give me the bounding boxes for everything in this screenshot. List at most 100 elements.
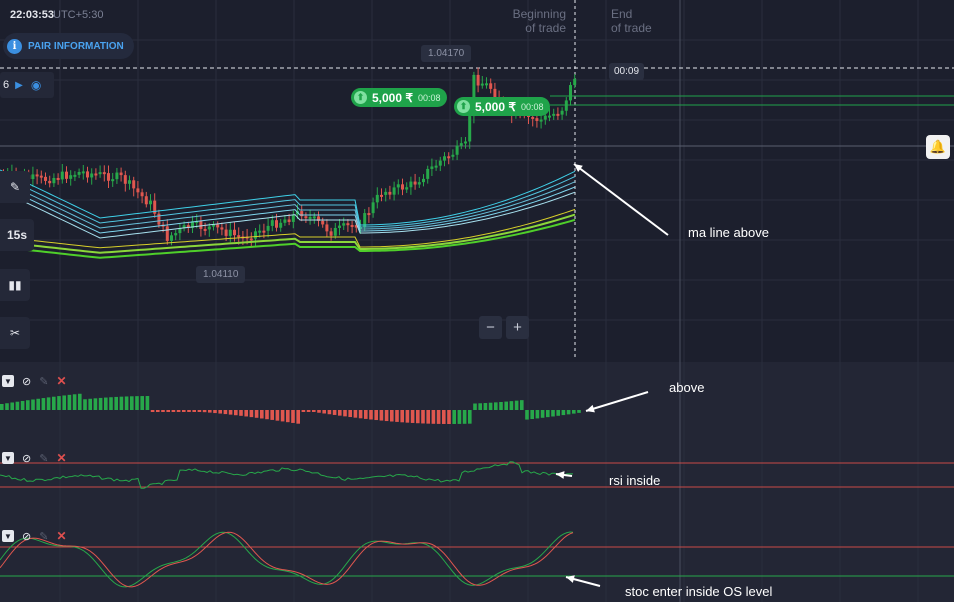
arrow-up-icon: ⬆: [354, 91, 367, 104]
macd-bar: [93, 398, 98, 410]
macd-bar: [400, 410, 404, 423]
candle: [354, 225, 358, 228]
macd-bar: [78, 393, 82, 410]
candle: [254, 231, 257, 239]
candle: [237, 235, 241, 238]
macd-bar: [395, 410, 399, 422]
chevron-down-icon[interactable]: ▼: [2, 452, 14, 464]
stoch-k-line: [0, 531, 574, 588]
close-icon[interactable]: ✕: [56, 529, 67, 543]
pencil-icon[interactable]: ✎: [39, 530, 49, 543]
candle: [73, 174, 77, 177]
candle: [144, 196, 148, 205]
macd-bar: [322, 410, 326, 414]
macd-bar: [98, 397, 103, 410]
ma-line: [0, 174, 576, 228]
end-of-trade-label: End of trade: [611, 7, 652, 35]
candle: [468, 116, 472, 142]
candle: [111, 179, 115, 182]
macd-bar: [156, 410, 160, 412]
interval-button[interactable]: 15s: [0, 219, 34, 251]
candle: [371, 202, 375, 214]
indicators-button[interactable]: ✂: [0, 317, 30, 349]
candle: [459, 143, 463, 146]
candle: [321, 220, 325, 225]
macd-bar: [192, 410, 196, 412]
candle: [136, 188, 140, 193]
candle: [342, 223, 346, 226]
macd-bar: [509, 401, 514, 410]
candle: [325, 224, 329, 232]
candle: [472, 74, 476, 117]
candle: [451, 154, 455, 157]
macd-bar: [213, 410, 217, 414]
trade-badge[interactable]: ⬆ 5,000 ₹ 00:08: [454, 97, 550, 116]
close-icon[interactable]: ✕: [56, 451, 67, 465]
candle: [447, 156, 451, 159]
macd-bar: [525, 410, 529, 420]
macd-bar: [260, 410, 264, 419]
eye-off-icon[interactable]: ⊘: [22, 375, 32, 388]
candle: [443, 156, 446, 161]
alert-button[interactable]: 🔔: [926, 135, 950, 159]
candle: [346, 223, 350, 226]
candle: [426, 168, 430, 179]
candle: [569, 85, 572, 101]
chevron-down-icon[interactable]: ▼: [2, 375, 14, 387]
macd-bar: [46, 397, 51, 410]
zoom-in-button[interactable]: +: [506, 316, 529, 339]
zoom-out-button[interactable]: −: [479, 316, 502, 339]
candle: [203, 228, 207, 231]
macd-bar: [374, 410, 378, 421]
candle: [539, 119, 543, 122]
pencil-icon[interactable]: ✎: [39, 375, 49, 388]
chevron-down-icon[interactable]: ▼: [2, 530, 14, 542]
macd-bar: [348, 410, 352, 418]
candle: [401, 184, 404, 190]
chart-type-button[interactable]: ▮▮: [0, 269, 30, 301]
pencil-icon: ✎: [9, 180, 21, 194]
timeframe-control[interactable]: 6 ▶ ◉: [0, 72, 54, 98]
eye-off-icon[interactable]: ⊘: [22, 452, 32, 465]
eye-off-icon[interactable]: ⊘: [22, 530, 32, 543]
macd-bar: [72, 394, 77, 410]
candle: [199, 220, 203, 229]
draw-tool-button[interactable]: ✎: [0, 171, 30, 203]
pair-information-button[interactable]: i PAIR INFORMATION: [3, 33, 134, 59]
candle: [233, 229, 236, 236]
candle: [48, 180, 52, 184]
beginning-of-trade-label: Beginning of trade: [500, 7, 566, 35]
candle: [388, 191, 392, 195]
arrow-up-icon: ⬆: [457, 100, 470, 113]
macd-bar: [135, 396, 139, 410]
macd-bar: [452, 410, 456, 424]
macd-bar: [577, 410, 581, 413]
beginning-line-2: of trade: [525, 21, 566, 35]
eye-icon[interactable]: ◉: [30, 78, 42, 92]
candle: [77, 171, 81, 175]
bell-icon: 🔔: [929, 139, 947, 154]
macd-bar: [468, 410, 472, 424]
macd-bar: [265, 410, 269, 420]
pencil-icon[interactable]: ✎: [39, 452, 49, 465]
macd-bar: [431, 410, 436, 424]
macd-bar: [280, 410, 285, 422]
trade-badge[interactable]: ⬆ 5,000 ₹ 00:08: [351, 88, 447, 107]
play-icon[interactable]: ▶: [15, 79, 23, 91]
macd-bar: [327, 410, 332, 415]
close-icon[interactable]: ✕: [56, 374, 67, 388]
macd-bar: [218, 410, 222, 414]
macd-bar: [41, 398, 46, 410]
macd-bar: [436, 410, 441, 424]
macd-bar: [109, 397, 113, 410]
main-panel: [0, 0, 954, 360]
candle: [249, 238, 253, 241]
macd-bar: [0, 404, 4, 410]
macd-bar: [421, 410, 425, 424]
candle: [543, 115, 547, 120]
clock-time: 22:03:53: [10, 9, 55, 21]
candle: [270, 220, 274, 226]
info-icon: i: [7, 38, 22, 54]
macd-bar: [223, 410, 228, 415]
